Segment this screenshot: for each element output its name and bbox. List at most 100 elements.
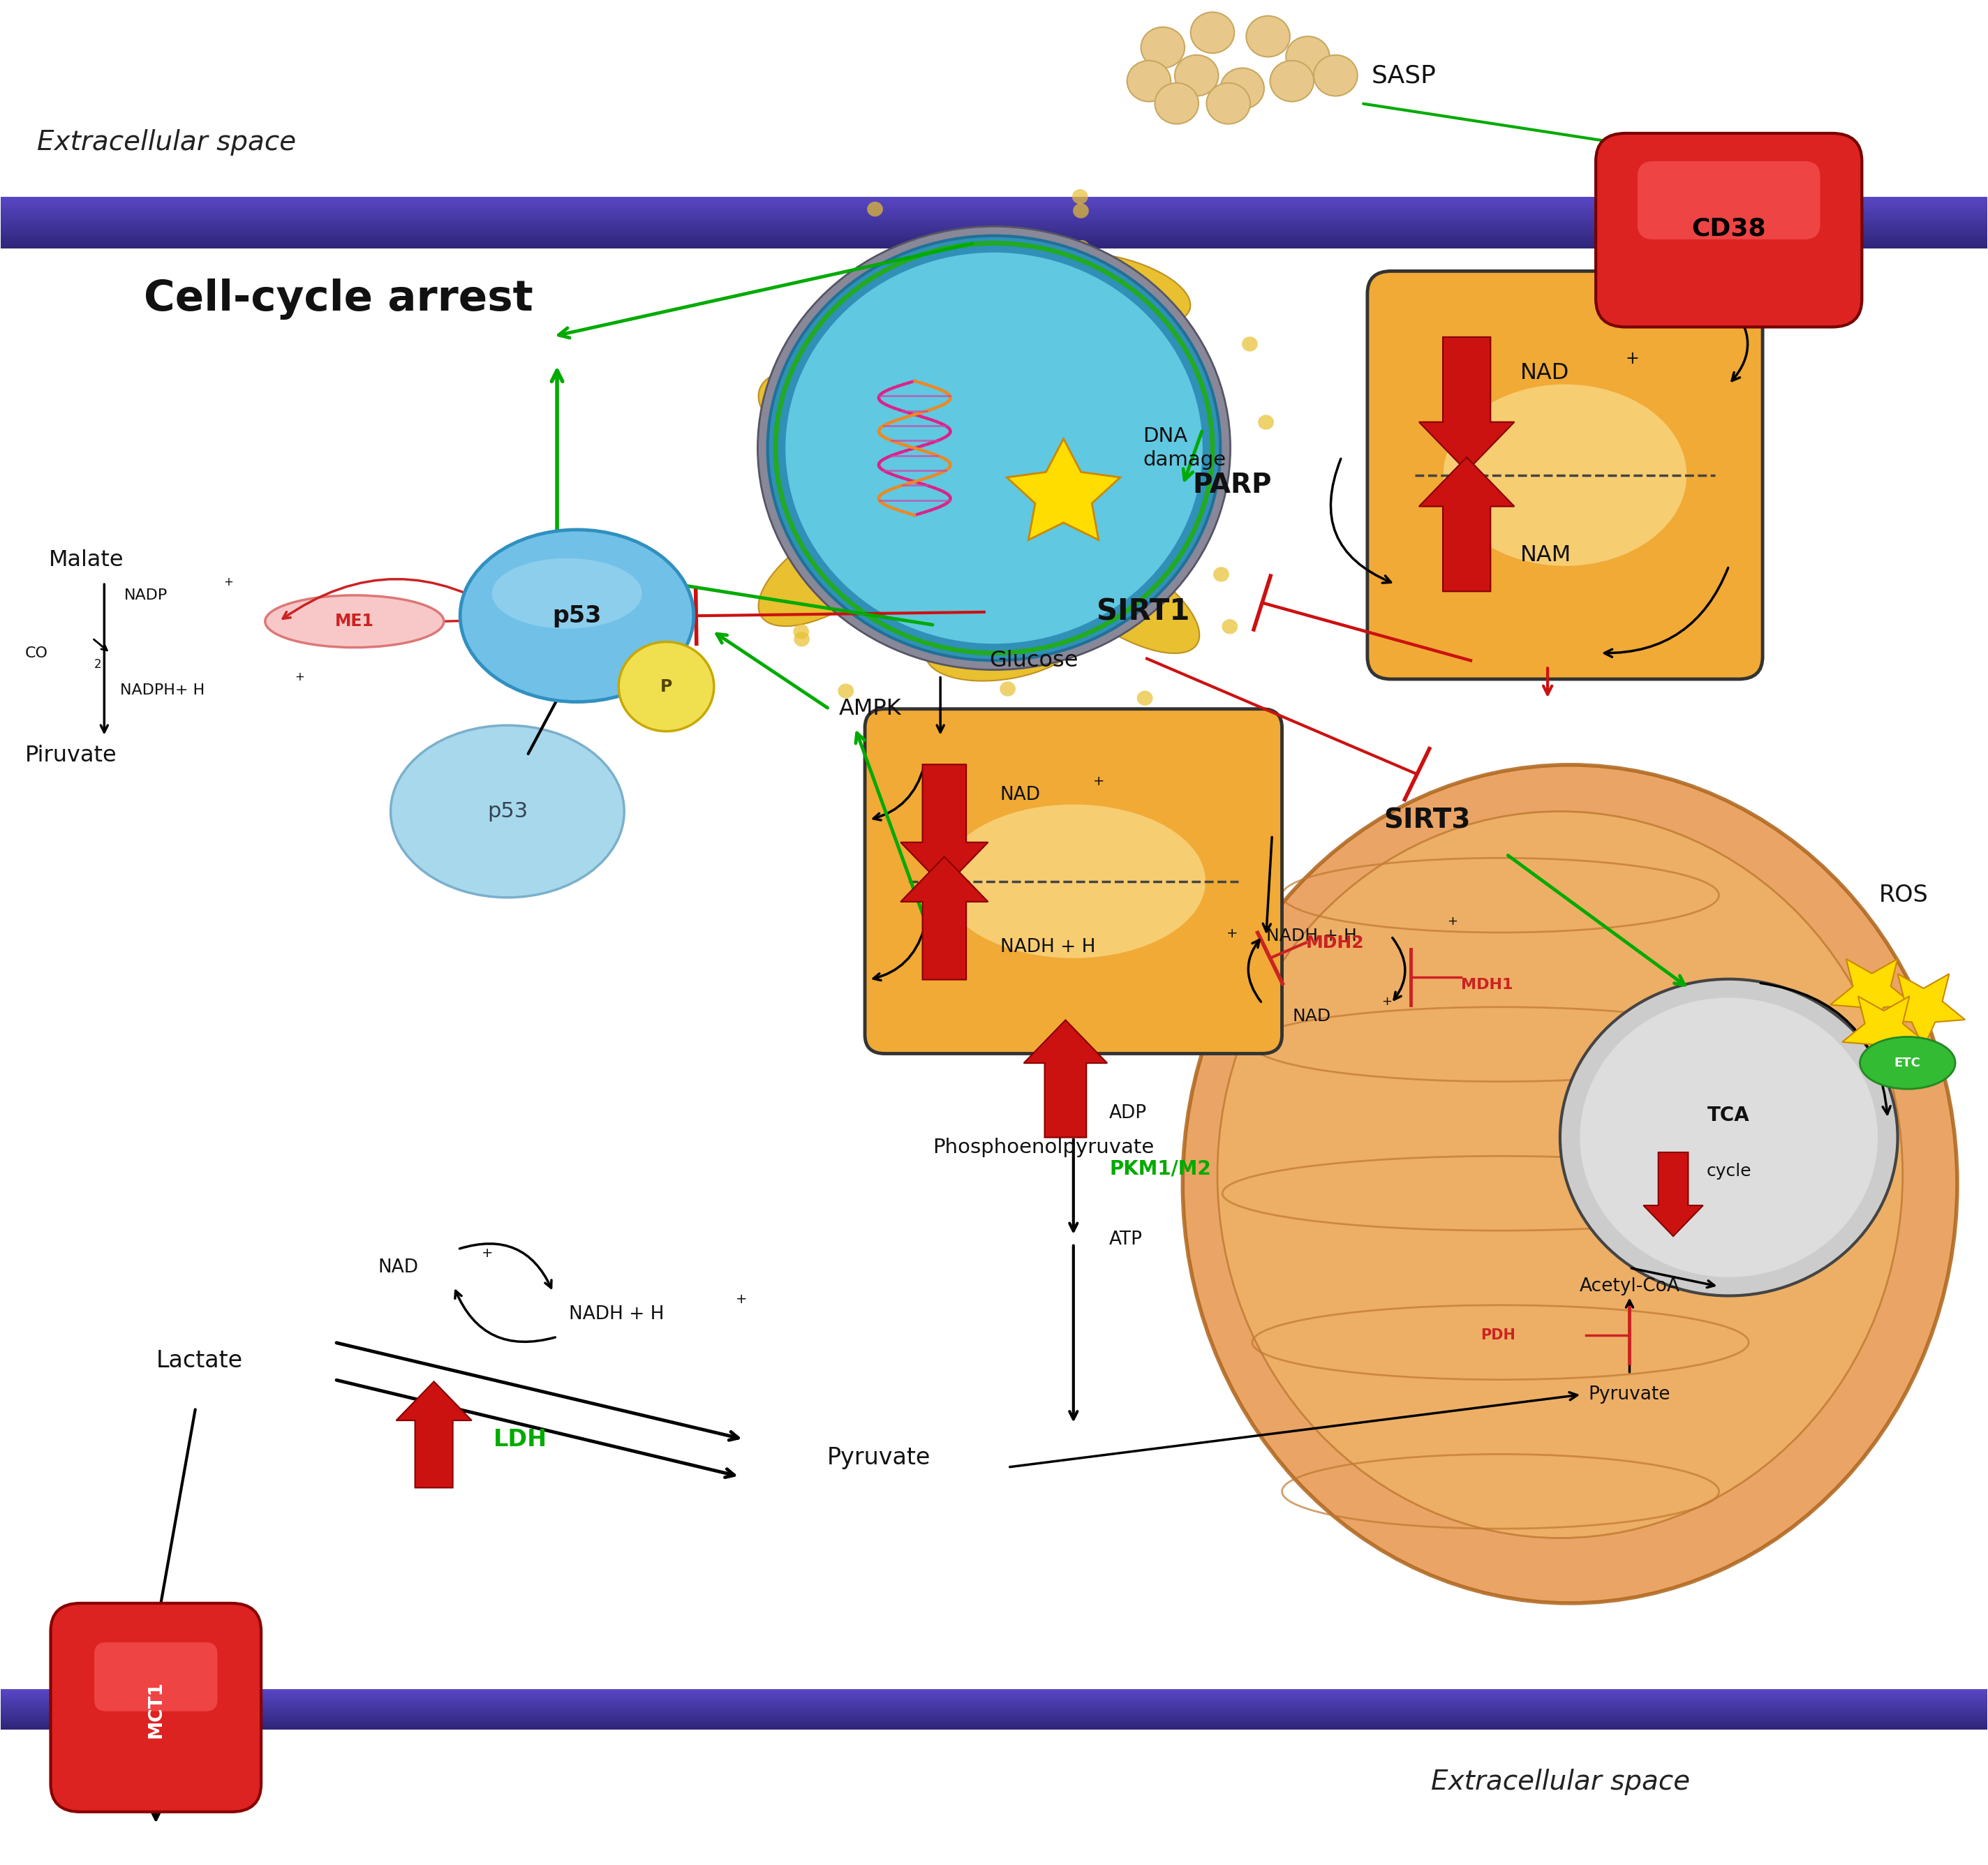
Ellipse shape: [926, 606, 1081, 681]
Text: NAD: NAD: [1000, 787, 1040, 804]
Polygon shape: [1831, 959, 1912, 1033]
Circle shape: [618, 642, 714, 731]
Text: NAD: NAD: [1292, 1007, 1332, 1024]
Circle shape: [922, 254, 938, 269]
Text: NADH + H: NADH + H: [1266, 929, 1358, 944]
Polygon shape: [1644, 1153, 1704, 1236]
Text: Pyruvate: Pyruvate: [827, 1447, 930, 1470]
Circle shape: [781, 433, 797, 448]
Circle shape: [795, 336, 811, 351]
Text: MDH2: MDH2: [1306, 934, 1364, 951]
Text: NAD: NAD: [1521, 362, 1569, 384]
FancyBboxPatch shape: [93, 1643, 217, 1712]
Text: +: +: [1626, 351, 1640, 367]
Circle shape: [1213, 567, 1229, 582]
Ellipse shape: [1036, 254, 1191, 326]
Ellipse shape: [759, 513, 912, 627]
Text: ME1: ME1: [336, 614, 374, 630]
Ellipse shape: [759, 369, 893, 453]
Circle shape: [1258, 414, 1274, 429]
Text: PDH: PDH: [1481, 1328, 1515, 1343]
Text: 2: 2: [93, 658, 101, 671]
Circle shape: [1580, 998, 1879, 1278]
Circle shape: [1207, 82, 1250, 123]
Text: cycle: cycle: [1706, 1162, 1751, 1179]
Text: +: +: [1227, 927, 1239, 940]
Circle shape: [1223, 619, 1239, 634]
Ellipse shape: [264, 595, 443, 647]
Text: Malate: Malate: [48, 548, 123, 571]
Text: CO: CO: [24, 645, 48, 660]
Text: NADPH+ H: NADPH+ H: [119, 683, 205, 698]
Ellipse shape: [1048, 541, 1199, 653]
Text: AMPK: AMPK: [839, 698, 903, 720]
Text: NADH + H: NADH + H: [569, 1306, 664, 1324]
Circle shape: [1000, 681, 1016, 696]
Circle shape: [793, 625, 809, 640]
Circle shape: [1242, 336, 1258, 351]
Text: CD38: CD38: [1692, 216, 1765, 241]
Text: ROS: ROS: [1879, 884, 1928, 906]
Circle shape: [1137, 690, 1153, 705]
Text: ETC: ETC: [1895, 1057, 1920, 1069]
Text: DNA
damage: DNA damage: [1143, 427, 1227, 470]
Text: PARP: PARP: [1193, 472, 1272, 498]
Text: +: +: [1382, 996, 1392, 1007]
FancyBboxPatch shape: [1638, 160, 1821, 239]
Text: Pyruvate: Pyruvate: [1588, 1386, 1670, 1404]
Text: P: P: [660, 679, 672, 696]
Circle shape: [1074, 241, 1089, 256]
Ellipse shape: [1443, 384, 1686, 565]
Circle shape: [793, 632, 809, 647]
Text: +: +: [1093, 774, 1105, 789]
Text: Lactate: Lactate: [157, 1350, 243, 1373]
Ellipse shape: [757, 226, 1231, 670]
Text: Acetyl-CoA: Acetyl-CoA: [1578, 1278, 1680, 1296]
Text: p53: p53: [487, 802, 527, 821]
Text: PKM1/M2: PKM1/M2: [1109, 1160, 1211, 1179]
Text: p53: p53: [553, 604, 602, 627]
Polygon shape: [1419, 457, 1515, 591]
Ellipse shape: [767, 235, 1221, 660]
Polygon shape: [1843, 996, 1924, 1071]
Circle shape: [1561, 979, 1899, 1296]
Text: NAD: NAD: [378, 1259, 417, 1278]
Text: +: +: [481, 1246, 493, 1259]
Text: Phosphoenolpyruvate: Phosphoenolpyruvate: [932, 1138, 1155, 1156]
Text: SIRT1: SIRT1: [1097, 597, 1189, 627]
Circle shape: [1155, 82, 1199, 123]
Text: Cell-cycle arrest: Cell-cycle arrest: [143, 278, 533, 319]
Ellipse shape: [459, 530, 694, 701]
Ellipse shape: [942, 804, 1205, 959]
Text: NADH + H: NADH + H: [1000, 938, 1095, 957]
Polygon shape: [396, 1382, 471, 1488]
Circle shape: [1270, 60, 1314, 101]
Text: NAM: NAM: [1521, 545, 1571, 565]
Polygon shape: [1419, 338, 1515, 472]
Polygon shape: [1006, 438, 1119, 539]
Text: SIRT3: SIRT3: [1384, 808, 1471, 834]
Text: MCT1: MCT1: [147, 1680, 165, 1738]
Ellipse shape: [785, 252, 1203, 643]
Text: TCA: TCA: [1708, 1106, 1749, 1125]
Circle shape: [1074, 203, 1089, 218]
Circle shape: [1191, 13, 1235, 52]
Polygon shape: [901, 765, 988, 888]
Circle shape: [1246, 17, 1290, 56]
Circle shape: [1314, 54, 1358, 95]
Text: ADP: ADP: [1109, 1104, 1147, 1123]
Circle shape: [837, 684, 853, 699]
FancyBboxPatch shape: [865, 709, 1282, 1054]
Text: SASP: SASP: [1372, 63, 1435, 88]
Circle shape: [817, 336, 833, 351]
Polygon shape: [901, 856, 988, 979]
Circle shape: [1221, 67, 1264, 108]
Text: MDH1: MDH1: [1461, 977, 1513, 992]
Text: +: +: [1447, 916, 1457, 927]
Circle shape: [1286, 37, 1330, 76]
Text: +: +: [736, 1292, 747, 1306]
FancyBboxPatch shape: [1368, 270, 1763, 679]
Ellipse shape: [1217, 811, 1903, 1539]
Text: Extracellular space: Extracellular space: [1431, 1768, 1690, 1796]
Ellipse shape: [491, 558, 642, 629]
